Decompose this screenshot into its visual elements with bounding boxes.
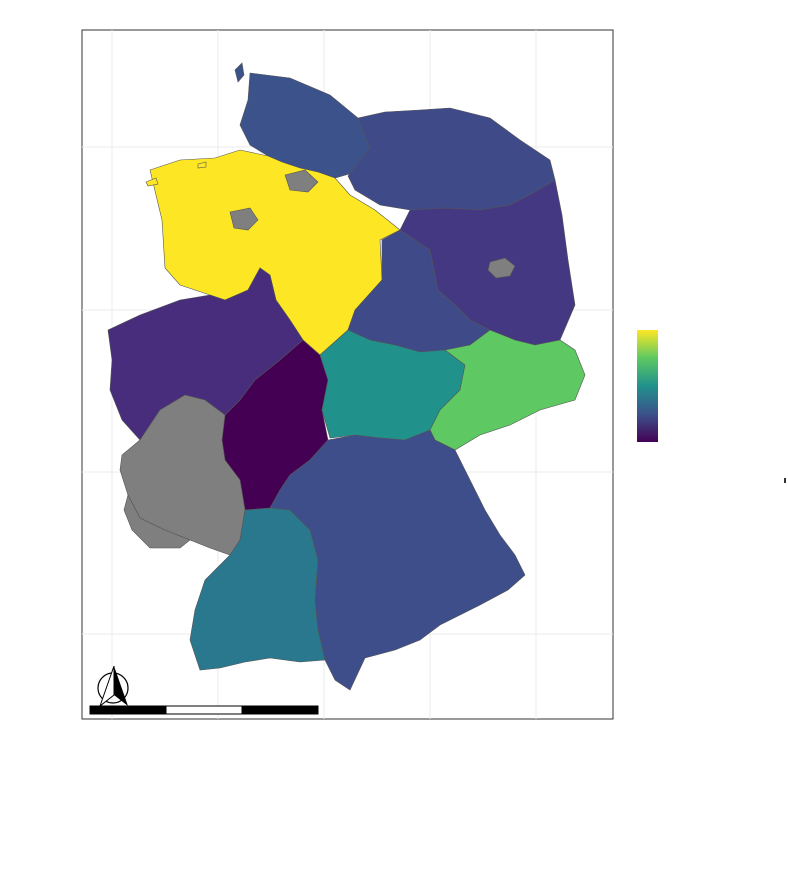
legend-colorbar: [637, 330, 658, 442]
north-arrow-icon-dark: [114, 666, 128, 706]
state-hamburg: [284, 169, 319, 193]
scale-bar-seg: [165, 705, 243, 715]
island: [197, 161, 207, 169]
scale-bar: [89, 705, 319, 715]
island: [145, 177, 159, 187]
state-saarland: [123, 494, 191, 549]
state-bremen: [229, 207, 259, 231]
states-layer: [107, 62, 586, 691]
stray-mark: [784, 478, 786, 483]
state-berlin: [487, 257, 516, 279]
state-sachsen: [429, 329, 586, 451]
state-baden-wuerttemberg: [189, 507, 326, 671]
legend: [637, 330, 658, 442]
island: [234, 62, 245, 83]
north-arrow: [97, 665, 129, 708]
scale-bar-seg: [241, 705, 319, 715]
scale-bar-seg: [89, 705, 167, 715]
germany-map: [81, 29, 786, 720]
